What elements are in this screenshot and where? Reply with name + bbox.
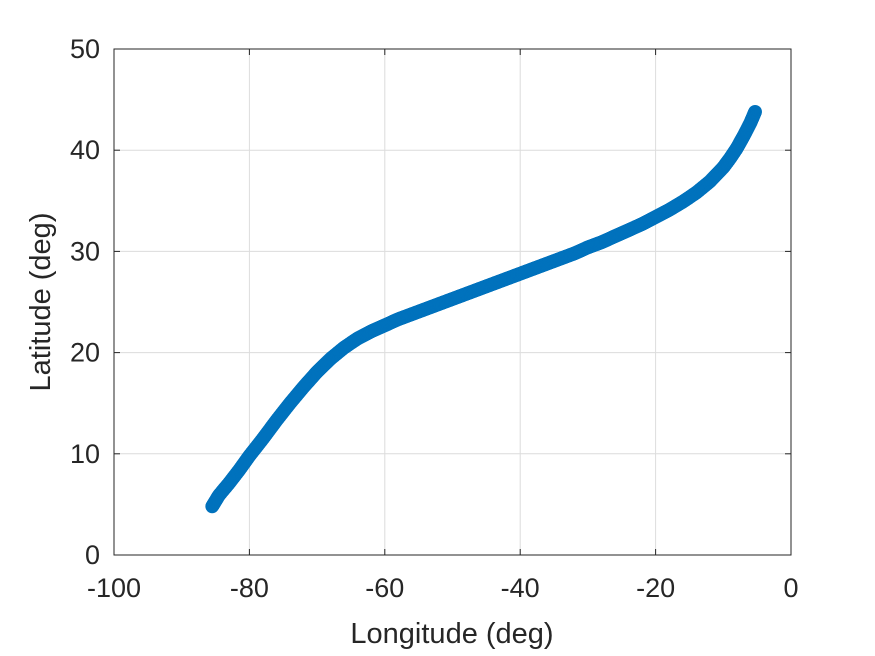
x-tick-label: -100 bbox=[87, 573, 141, 603]
y-tick-label: 30 bbox=[70, 236, 100, 266]
data-point bbox=[748, 104, 762, 119]
grid bbox=[114, 49, 791, 555]
y-tick-label: 20 bbox=[70, 338, 100, 368]
ticks: -100 -80 -60 -40 -20 0 0 10 20 30 40 50 bbox=[70, 34, 799, 603]
x-tick-label: -20 bbox=[636, 573, 675, 603]
x-tick-label: -40 bbox=[501, 573, 540, 603]
y-tick-label: 10 bbox=[70, 439, 100, 469]
y-axis-label: Latitude (deg) bbox=[25, 213, 57, 392]
y-tick-label: 0 bbox=[85, 540, 100, 570]
x-tick-label: -60 bbox=[365, 573, 404, 603]
plot-frame bbox=[113, 48, 792, 556]
y-tick-label: 50 bbox=[70, 34, 100, 64]
series-markers bbox=[205, 104, 762, 514]
data-series bbox=[205, 104, 762, 514]
x-tick-label: 0 bbox=[783, 573, 798, 603]
y-tick-label: 40 bbox=[70, 135, 100, 165]
x-axis-label: Longitude (deg) bbox=[350, 618, 553, 650]
x-tick-label: -80 bbox=[230, 573, 269, 603]
